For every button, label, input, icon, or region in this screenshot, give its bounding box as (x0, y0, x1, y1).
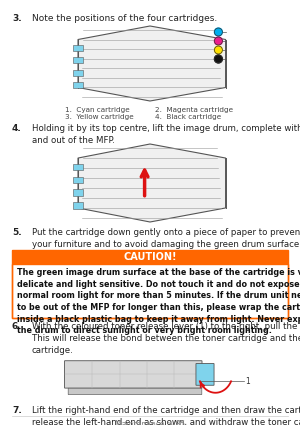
Text: 6.: 6. (12, 322, 22, 331)
Bar (73, 82, 83, 88)
FancyBboxPatch shape (196, 363, 214, 385)
Circle shape (214, 55, 222, 63)
Text: 2.  Magenta cartridge: 2. Magenta cartridge (155, 107, 233, 113)
Bar (73, 190, 83, 196)
Text: Note the positions of the four cartridges.: Note the positions of the four cartridge… (32, 14, 217, 23)
Bar (73, 202, 83, 209)
FancyBboxPatch shape (64, 361, 202, 388)
Text: Put the cartridge down gently onto a piece of paper to prevent toner from markin: Put the cartridge down gently onto a pie… (32, 228, 300, 249)
Text: The green image drum surface at the base of the cartridge is very
delicate and l: The green image drum surface at the base… (17, 268, 300, 335)
Bar (73, 45, 83, 51)
Bar (12, 250, 288, 264)
Text: 4.: 4. (12, 124, 22, 133)
Text: Holding it by its top centre, lift the image drum, complete with its toner cartr: Holding it by its top centre, lift the i… (32, 124, 300, 145)
Bar (12, 250, 288, 318)
Bar (73, 70, 83, 76)
Text: With the coloured toner release lever (1) to the right, pull the lever towards y: With the coloured toner release lever (1… (32, 322, 300, 354)
Text: 3.  Yellow cartridge: 3. Yellow cartridge (65, 114, 134, 120)
Text: 1: 1 (245, 377, 250, 386)
Text: 1.  Cyan cartridge: 1. Cyan cartridge (65, 107, 130, 113)
Circle shape (214, 46, 222, 54)
Bar (73, 57, 83, 63)
Bar (73, 177, 83, 183)
Circle shape (214, 28, 222, 36)
Text: 4.  Black cartridge: 4. Black cartridge (155, 114, 221, 120)
Text: Maintenance > 85: Maintenance > 85 (115, 420, 185, 425)
FancyBboxPatch shape (68, 388, 202, 395)
Text: 3.: 3. (12, 14, 22, 23)
Text: Lift the right-hand end of the cartridge and then draw the cartridge to the righ: Lift the right-hand end of the cartridge… (32, 406, 300, 425)
Circle shape (214, 37, 222, 45)
Bar (73, 164, 83, 170)
Polygon shape (78, 144, 226, 222)
Polygon shape (78, 26, 226, 101)
Text: 7.: 7. (12, 406, 22, 415)
Bar (12, 264, 288, 318)
Text: CAUTION!: CAUTION! (123, 252, 177, 262)
Text: 5.: 5. (12, 228, 22, 237)
